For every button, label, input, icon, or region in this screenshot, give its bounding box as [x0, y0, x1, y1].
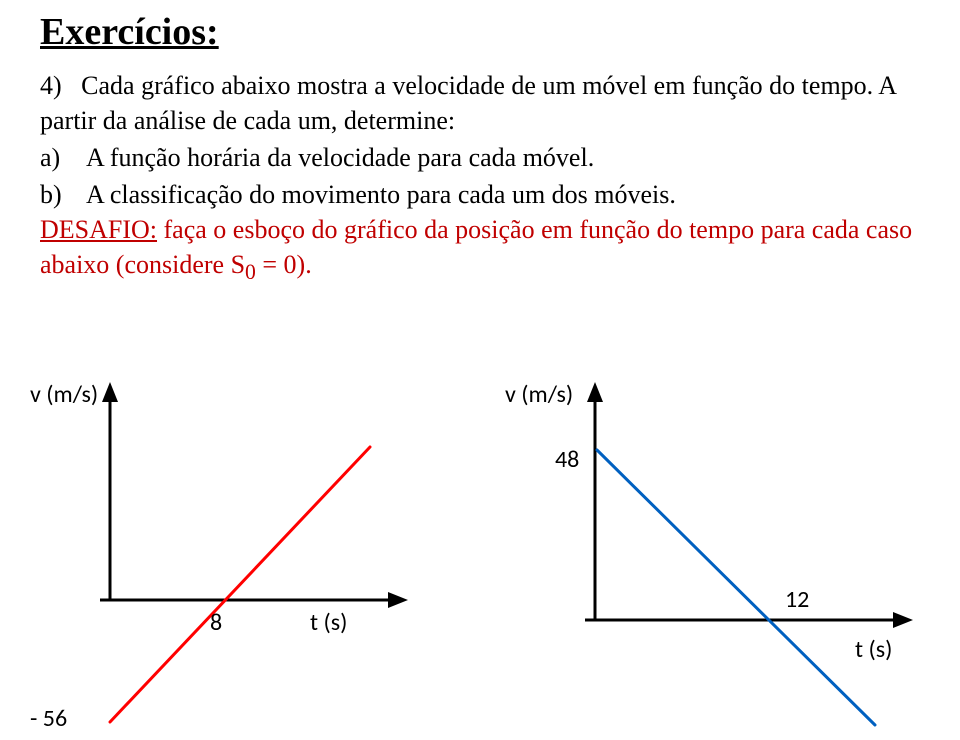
- exercise-body: 4) Cada gráfico abaixo mostra a velocida…: [40, 68, 920, 288]
- chart-left-y-tick: - 56: [30, 704, 67, 733]
- chart-left-canvas: [30, 370, 470, 730]
- chart-right-x-tick: 12: [785, 585, 809, 614]
- item-b-marker: b): [40, 177, 68, 212]
- data-line: [597, 450, 875, 725]
- item-a-text: A função horária da velocidade para cada…: [86, 140, 594, 175]
- chart-right: v (m/s) t (s) 48 12: [505, 370, 935, 730]
- y-axis-arrow: [587, 382, 603, 402]
- intro-number: 4): [40, 71, 62, 100]
- chart-right-x-label: t (s): [855, 635, 892, 664]
- y-axis-arrow: [102, 382, 118, 402]
- item-a-marker: a): [40, 140, 68, 175]
- page-title: Exercícios:: [40, 10, 920, 54]
- data-line: [110, 447, 370, 722]
- chart-left-y-label: v (m/s): [30, 380, 98, 409]
- intro-text: Cada gráfico abaixo mostra a velocidade …: [40, 71, 896, 135]
- desafio-label: DESAFIO:: [40, 215, 157, 244]
- x-axis-arrow: [893, 612, 913, 628]
- page: Exercícios: 4) Cada gráfico abaixo mostr…: [0, 0, 960, 740]
- chart-left-x-label: t (s): [310, 608, 347, 637]
- chart-right-y-tick: 48: [555, 445, 579, 474]
- desafio-tail: = 0).: [256, 250, 312, 279]
- desafio-sub: 0: [245, 261, 256, 285]
- desafio-line: DESAFIO: faça o esboço do gráfico da pos…: [40, 212, 920, 288]
- chart-left-x-tick: 8: [210, 608, 222, 637]
- chart-right-canvas: [505, 370, 935, 730]
- desafio-text: faça o esboço do gráfico da posição em f…: [40, 215, 912, 279]
- chart-right-y-label: v (m/s): [505, 380, 573, 409]
- item-b-text: A classificação do movimento para cada u…: [86, 177, 676, 212]
- chart-left: v (m/s) t (s) 8 - 56: [30, 370, 470, 730]
- charts-area: v (m/s) t (s) 8 - 56 v (m/s) t (s) 48 12: [0, 370, 960, 740]
- x-axis-arrow: [388, 592, 408, 608]
